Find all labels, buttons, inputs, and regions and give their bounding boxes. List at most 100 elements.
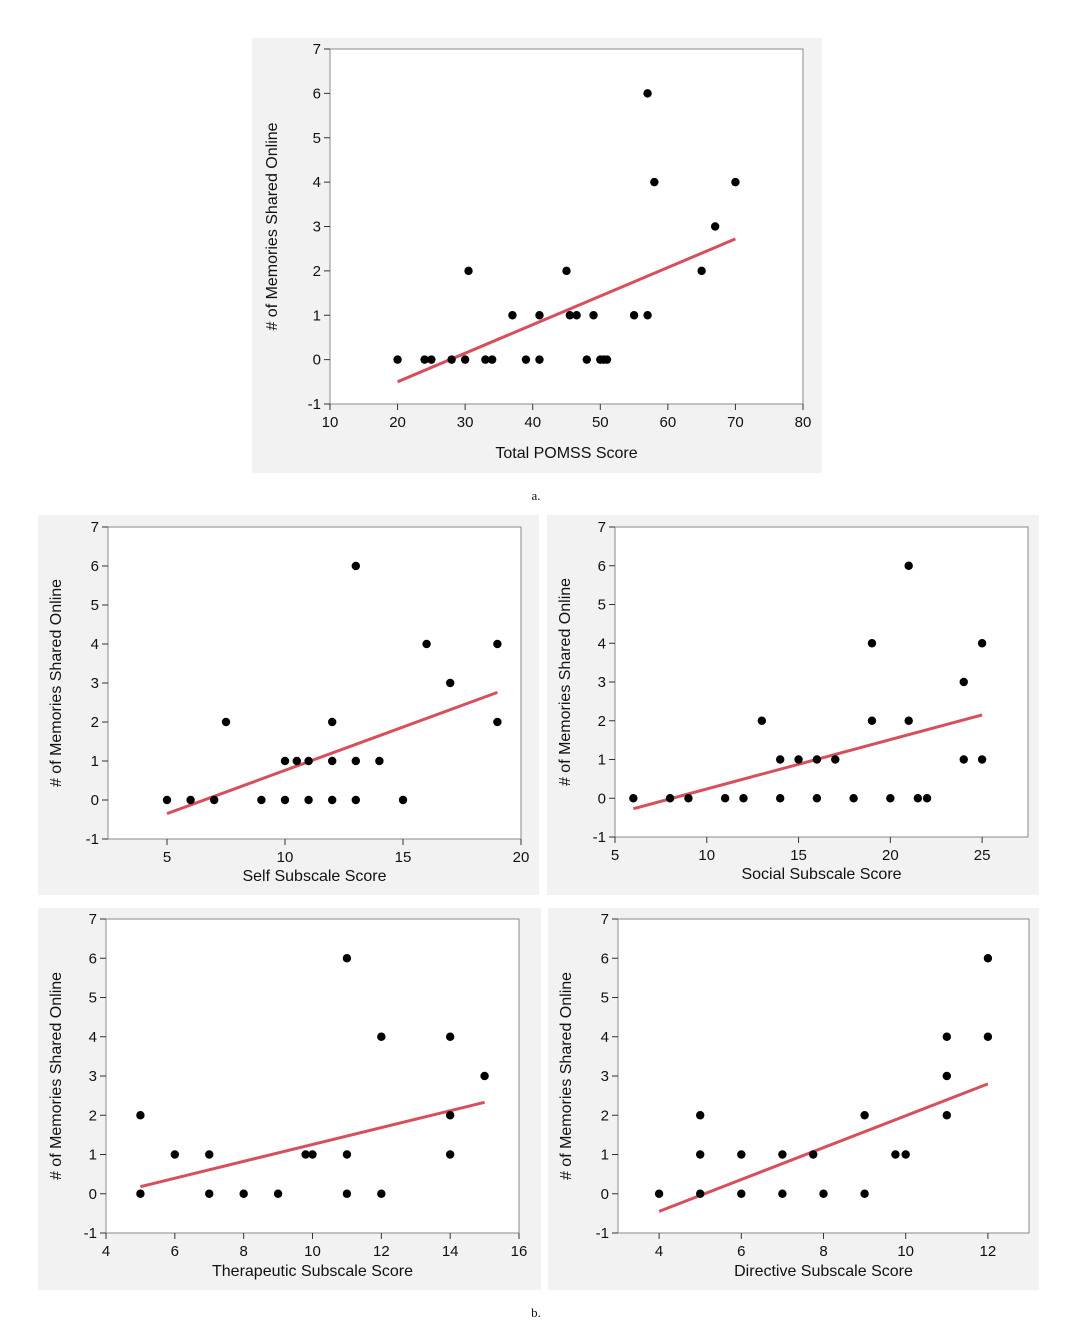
data-point	[308, 1150, 317, 1159]
data-point	[493, 717, 502, 727]
data-point	[342, 954, 352, 963]
data-point	[959, 755, 968, 764]
y-axis-label: # of Memories Shared Online	[48, 579, 65, 787]
y-tick-label: 5	[598, 597, 606, 614]
x-tick-label: 15	[790, 847, 807, 864]
x-tick-label: 50	[592, 414, 609, 431]
self-subscale-chart: -1 0 1 2 3 4 5 6 7 5 10 15 20 Self Subscale Score # of…	[38, 515, 539, 895]
data-point	[776, 755, 785, 764]
y-tick-label: 0	[91, 792, 99, 809]
data-point	[904, 716, 913, 725]
data-point	[886, 794, 895, 803]
data-point	[205, 1150, 214, 1159]
fit-line	[632, 713, 983, 811]
x-tick-label: 10	[698, 847, 715, 864]
x-tick-label: 20	[513, 849, 530, 866]
data-point	[942, 1032, 951, 1041]
x-tick-label: 10	[304, 1243, 321, 1260]
y-tick-label: 0	[89, 1186, 97, 1203]
x-tick-label: 25	[974, 847, 991, 864]
social-subscale-plot: -1 0 1 2 3 4 5 6 7 5 10 15 20 25 Social Subscale Score…	[557, 519, 1029, 883]
y-tick-label: -1	[86, 831, 99, 848]
data-point	[481, 355, 490, 364]
x-tick-label: 5	[611, 847, 619, 864]
data-point	[697, 266, 706, 276]
data-point	[778, 1150, 787, 1159]
data-point	[794, 755, 803, 764]
plot-area	[105, 918, 520, 1234]
y-tick-label: 6	[313, 85, 321, 102]
data-point	[342, 1189, 352, 1198]
therapeutic-subscale-chart: -1 0 1 2 3 4 5 6 7 4 6 8 10 12 14 16 Therapeutic Subscal…	[38, 908, 541, 1290]
y-tick-label: -1	[308, 396, 321, 413]
x-axis-label: Therapeutic Subscale Score	[212, 1263, 413, 1280]
data-point	[977, 755, 987, 764]
data-point	[393, 355, 402, 364]
plot-area	[617, 918, 1030, 1234]
data-point	[480, 1071, 489, 1081]
y-tick-label: 4	[313, 174, 321, 191]
caption-b: b.	[531, 1305, 541, 1320]
x-tick-label: 60	[660, 414, 677, 431]
data-point	[737, 1150, 746, 1159]
y-tick-label: 6	[89, 950, 97, 967]
data-point	[867, 639, 877, 648]
data-point	[304, 756, 313, 766]
data-point	[696, 1189, 705, 1198]
data-point	[650, 177, 659, 187]
y-tick-label: 4	[91, 636, 99, 653]
x-tick-label: 12	[373, 1243, 390, 1260]
data-point	[328, 717, 337, 727]
data-point	[891, 1150, 900, 1159]
x-tick-label: 20	[882, 847, 899, 864]
y-tick-label: 6	[91, 558, 99, 575]
x-tick-label: 15	[395, 849, 412, 866]
data-point	[819, 1189, 828, 1198]
data-point	[739, 794, 748, 803]
y-axis-label: # of Memories Shared Online	[48, 972, 65, 1180]
x-tick-label: 5	[163, 849, 171, 866]
data-point	[170, 1150, 180, 1159]
x-tick-label: 12	[980, 1243, 997, 1260]
data-point	[629, 794, 638, 803]
y-tick-label: 1	[601, 1147, 609, 1164]
y-tick-label: -1	[593, 829, 606, 846]
data-point	[901, 1150, 910, 1159]
data-point	[377, 1032, 386, 1041]
y-tick-label: 2	[598, 713, 606, 730]
data-point	[221, 717, 231, 727]
plot-area	[614, 526, 1029, 838]
data-point	[922, 794, 932, 803]
data-point	[562, 266, 571, 276]
data-point	[904, 561, 913, 570]
data-point	[136, 1189, 145, 1198]
x-axis-label: Directive Subscale Score	[734, 1263, 913, 1280]
data-point	[301, 1150, 310, 1159]
y-tick-label: 2	[89, 1107, 97, 1124]
x-tick-label: 40	[524, 414, 541, 431]
data-point	[977, 639, 987, 648]
data-point	[239, 1189, 248, 1198]
data-point	[427, 355, 436, 364]
y-tick-label: 6	[601, 950, 609, 967]
y-tick-label: 2	[313, 263, 321, 280]
y-axis-label: # of Memories Shared Online	[264, 122, 281, 330]
x-axis-label: Total POMSS Score	[495, 445, 637, 462]
y-tick-label: 7	[91, 519, 99, 536]
data-point	[521, 355, 531, 364]
data-point	[831, 755, 840, 764]
data-point	[731, 177, 740, 187]
social-subscale-chart: -1 0 1 2 3 4 5 6 7 5 10 15 20 25 Social Subscale Score…	[547, 515, 1039, 895]
data-point	[508, 311, 517, 320]
data-point	[464, 266, 473, 276]
data-point	[582, 355, 591, 364]
data-point	[487, 355, 497, 364]
y-tick-label: 1	[313, 307, 321, 324]
x-tick-label: 6	[737, 1243, 745, 1260]
data-point	[942, 1071, 951, 1081]
y-tick-label: 2	[601, 1107, 609, 1124]
data-point	[375, 756, 384, 766]
data-point	[460, 355, 470, 364]
data-point	[778, 1189, 787, 1198]
y-tick-label: 5	[313, 130, 321, 147]
